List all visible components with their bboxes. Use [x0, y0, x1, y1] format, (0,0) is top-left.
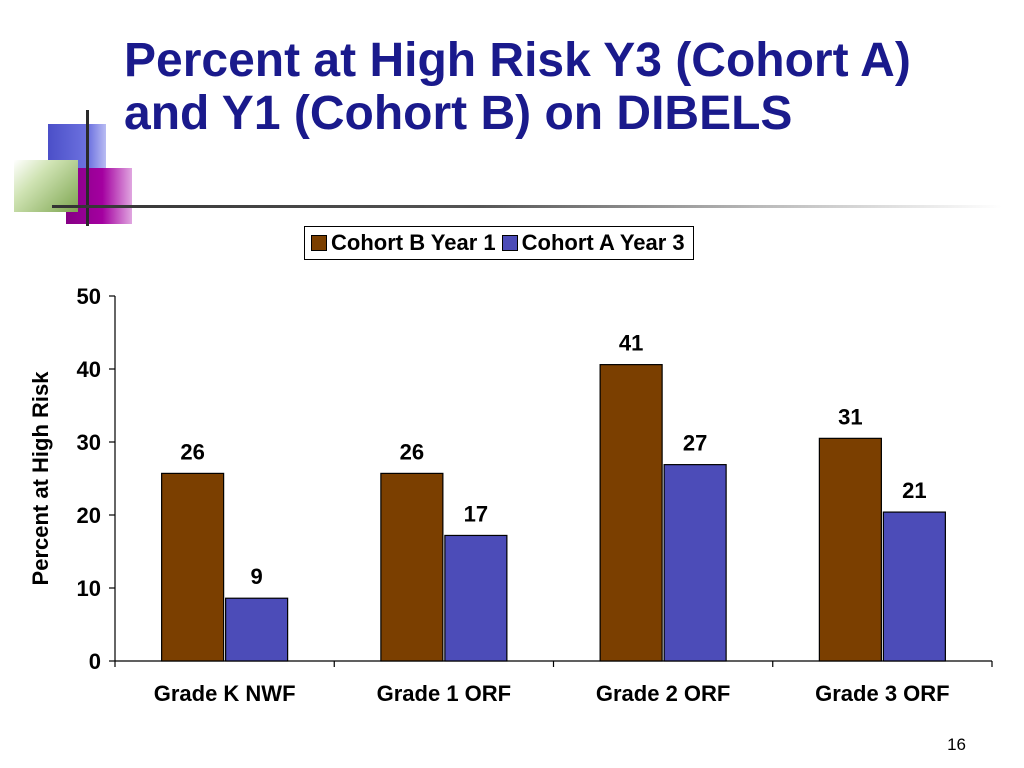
y-tick-label: 20 — [77, 503, 101, 528]
bar-series-2 — [225, 597, 289, 662]
data-label-series-2: 17 — [464, 501, 488, 526]
legend-item-series-1: Cohort B Year 1 — [311, 230, 496, 256]
bar-series-1 — [161, 472, 225, 662]
bar-series-2 — [663, 464, 727, 662]
decorative-vertical-line — [86, 110, 89, 226]
title-underline — [52, 205, 1002, 208]
x-tick-label: Grade 3 ORF — [815, 681, 949, 706]
data-label-series-1: 31 — [838, 404, 862, 429]
legend-swatch-series-2 — [501, 235, 518, 251]
y-tick-label: 0 — [89, 649, 101, 674]
slide-title: Percent at High Risk Y3 (Cohort A) and Y… — [124, 34, 911, 140]
data-label-series-1: 26 — [180, 439, 204, 464]
y-tick-label: 40 — [77, 357, 101, 382]
legend-label-series-2: Cohort A Year 3 — [521, 230, 685, 255]
bar-series-1 — [818, 437, 882, 662]
y-axis-title: Percent at High Risk — [28, 371, 53, 586]
y-tick-label: 50 — [77, 284, 101, 309]
y-tick-label: 30 — [77, 430, 101, 455]
data-label-series-2: 9 — [251, 564, 263, 589]
x-tick-label: Grade 1 ORF — [377, 681, 511, 706]
x-tick-label: Grade K NWF — [154, 681, 296, 706]
bar-series-2 — [444, 534, 508, 662]
slide-number: 16 — [947, 735, 966, 754]
legend-label-series-1: Cohort B Year 1 — [331, 230, 496, 255]
data-label-series-2: 27 — [683, 431, 707, 456]
chart-legend: Cohort B Year 1 Cohort A Year 3 — [304, 226, 694, 260]
data-label-series-1: 26 — [400, 439, 424, 464]
legend-swatch-series-1 — [311, 235, 327, 251]
bar-series-2 — [882, 511, 946, 662]
data-label-series-2: 21 — [902, 478, 926, 503]
decorative-green-square — [14, 160, 78, 212]
y-tick-label: 10 — [77, 576, 101, 601]
data-label-series-1: 41 — [619, 331, 643, 356]
bar-series-1 — [380, 472, 444, 662]
bar-series-1 — [599, 364, 663, 662]
legend-item-series-2: Cohort A Year 3 — [501, 230, 685, 256]
x-tick-label: Grade 2 ORF — [596, 681, 730, 706]
